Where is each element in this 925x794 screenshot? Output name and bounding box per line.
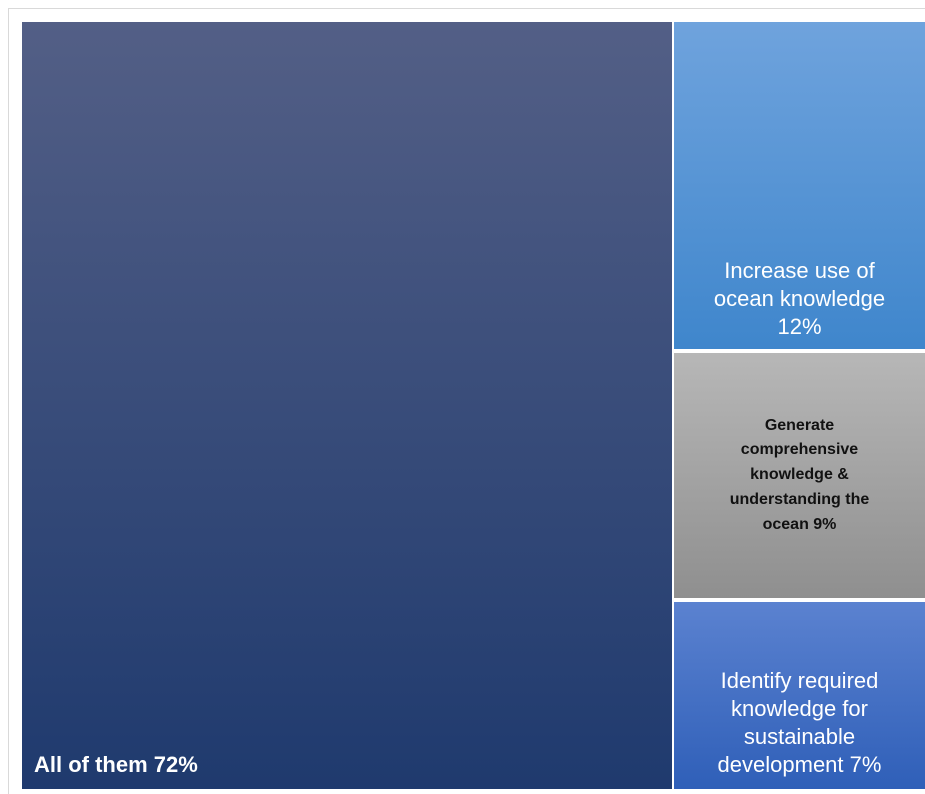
treemap-cell: Identify required knowledge for sustainabl…: [674, 602, 925, 789]
treemap-cell-label-line: All of them 72%: [34, 752, 198, 778]
treemap-cell: All of them 72%: [22, 22, 672, 789]
treemap-cell-label: Identify required knowledge for sustainabl…: [674, 667, 925, 779]
treemap-chart: All of them 72% Increase use of ocean know…: [22, 22, 925, 789]
treemap-cell-label: Generate comprehensive knowledge & understa…: [674, 414, 925, 538]
chart-frame: [8, 8, 925, 794]
treemap-cell-label-line: knowledge &: [750, 466, 849, 484]
treemap-cell-label-line: Identify required: [720, 668, 879, 694]
treemap-cell-label-line: development 7%: [717, 752, 882, 778]
treemap-cell-label-line: Increase use of: [724, 258, 875, 284]
treemap-cell-label-line: understanding the: [729, 490, 870, 508]
treemap-cell-label-line: ocean 9%: [762, 515, 837, 533]
treemap-cell-label-line: 12%: [777, 314, 822, 340]
treemap-cell-label-line: comprehensive: [740, 441, 859, 459]
treemap-cell-label-line: ocean knowledge: [713, 286, 886, 312]
treemap-cell: Increase use of ocean knowledge 12%: [674, 22, 925, 349]
treemap-cell: Generate comprehensive knowledge & understa…: [674, 353, 925, 598]
treemap-cell-label-line: sustainable: [743, 724, 856, 750]
treemap-cell-label-line: Generate: [764, 416, 835, 434]
treemap-cell-label: Increase use of ocean knowledge 12%: [674, 257, 925, 341]
treemap-cell-label-line: knowledge for: [731, 696, 868, 722]
treemap-cell-label: All of them 72%: [34, 751, 198, 779]
